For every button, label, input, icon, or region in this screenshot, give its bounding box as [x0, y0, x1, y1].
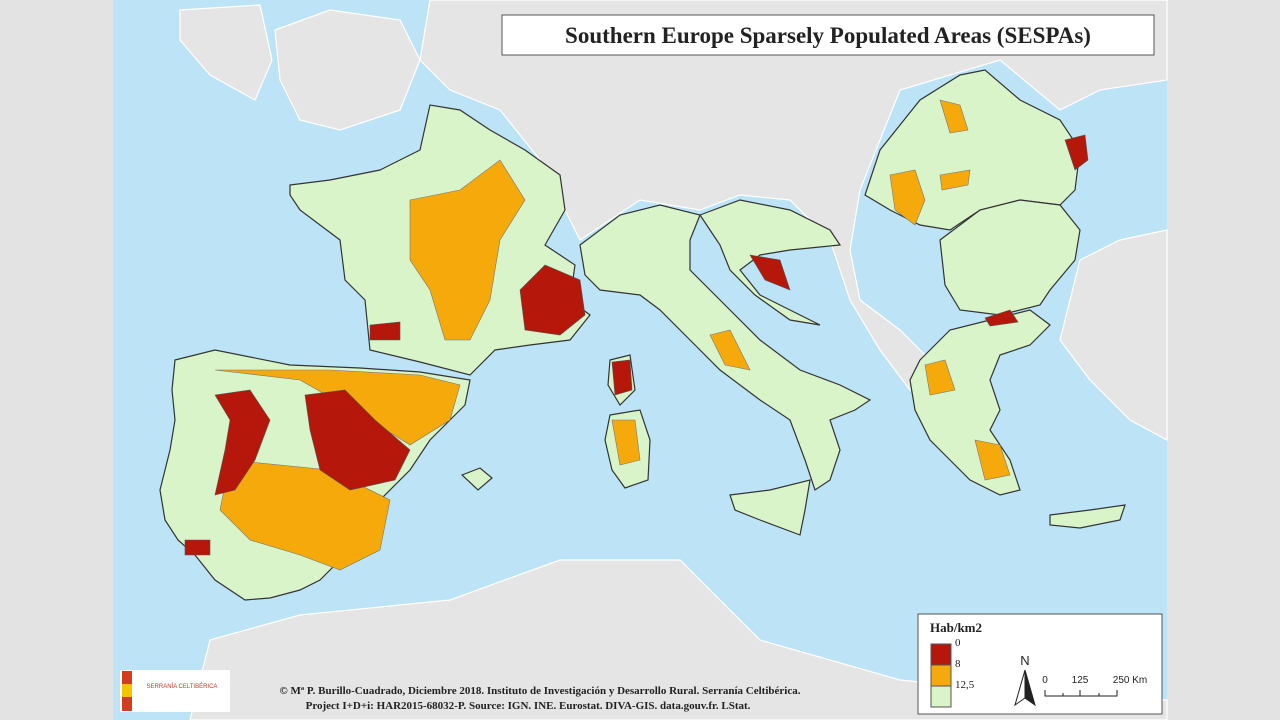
credit-line: © Mª P. Burillo-Cuadrado, Diciembre 2018… — [280, 685, 801, 697]
area-0 — [749, 254, 791, 291]
legend-items: 0 8 12,5 — [930, 637, 975, 708]
logo-text: SERRANÍA CELTIBÉRICA — [147, 683, 218, 690]
legend-swatch — [930, 664, 952, 687]
area-8 — [409, 159, 526, 341]
area-0 — [214, 389, 271, 496]
area-0 — [184, 539, 211, 556]
turkey — [1059, 229, 1168, 442]
scale-label: 125 — [1072, 675, 1089, 686]
legend-box — [917, 613, 1163, 715]
uk — [179, 4, 273, 101]
balearics — [460, 467, 493, 491]
legend-swatch — [930, 685, 952, 708]
north-arrow — [1024, 669, 1036, 707]
area-0 — [519, 264, 586, 336]
area-8 — [939, 169, 971, 191]
area-8 — [889, 169, 926, 226]
area-0 — [611, 359, 633, 396]
croatia-slovenia — [699, 199, 842, 326]
crete — [1049, 504, 1126, 529]
legend-label: 8 — [955, 658, 961, 670]
map-title: Southern Europe Sparsely Populated Areas… — [565, 23, 1091, 48]
scale-label: 0 — [1042, 675, 1048, 686]
greece — [909, 309, 1051, 496]
area-8 — [939, 99, 969, 134]
area-8 — [611, 419, 641, 466]
area-0 — [369, 321, 401, 341]
africa — [189, 559, 1168, 720]
scale-bar — [1044, 690, 1118, 697]
area-0 — [304, 389, 411, 491]
bulgaria — [939, 199, 1081, 316]
credit-line: Project I+D+i: HAR2015-68032-P. Source: … — [306, 700, 751, 712]
legend-swatch — [930, 643, 952, 666]
area-0 — [1064, 134, 1089, 171]
sicily — [729, 479, 811, 536]
logo — [120, 670, 230, 712]
scale-label: 250 Km — [1113, 675, 1147, 686]
area-0 — [984, 309, 1019, 327]
area-8 — [974, 439, 1011, 481]
north-label: N — [1020, 653, 1029, 668]
sparse-0 — [184, 134, 1089, 556]
area-8 — [924, 359, 956, 396]
legend-label: 12,5 — [955, 679, 975, 691]
uk-north — [274, 9, 421, 131]
title-box — [501, 14, 1155, 56]
logo-flag — [122, 684, 132, 697]
legend-label: 0 — [955, 637, 961, 649]
area-8 — [709, 329, 751, 371]
legend-title: Hab/km2 — [930, 620, 982, 635]
